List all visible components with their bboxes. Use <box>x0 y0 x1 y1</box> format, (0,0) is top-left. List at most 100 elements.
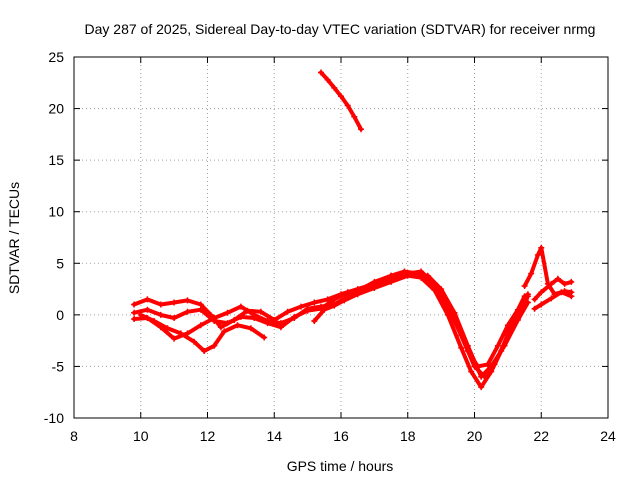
data-point <box>404 272 411 279</box>
data-point <box>171 335 178 342</box>
data-point <box>171 299 178 306</box>
x-tick-label: 14 <box>266 428 282 444</box>
data-point <box>224 309 231 316</box>
data-point <box>548 295 555 302</box>
data-point <box>424 272 431 279</box>
data-point <box>311 299 318 306</box>
y-tick-label: 10 <box>48 204 64 220</box>
data-point <box>418 274 425 281</box>
y-tick-label: -10 <box>44 410 64 426</box>
data-point <box>508 322 515 329</box>
data-point <box>558 289 565 296</box>
data-point <box>568 278 575 285</box>
data-point <box>201 348 208 354</box>
series-track-h <box>531 275 575 303</box>
data-point <box>131 316 138 322</box>
series-line <box>138 312 267 353</box>
y-tick-labels: -10 -5 0 5 10 15 20 25 <box>44 49 64 426</box>
data-point <box>131 301 138 308</box>
x-tick-label: 8 <box>70 428 78 444</box>
data-point <box>318 303 324 310</box>
data-point <box>438 286 445 293</box>
y-axis-label: SDTVAR / TECUs <box>6 182 22 294</box>
data-point <box>371 285 378 291</box>
data-series <box>131 69 575 391</box>
data-point <box>217 324 224 331</box>
data-point <box>518 303 525 310</box>
data-point <box>494 342 501 349</box>
data-point <box>531 296 538 303</box>
data-point <box>331 84 338 91</box>
data-point <box>224 320 231 327</box>
series-track-b <box>131 268 531 380</box>
y-tick-label: -5 <box>52 358 65 374</box>
data-point <box>291 315 298 321</box>
data-point <box>197 322 204 329</box>
data-point <box>197 301 204 308</box>
data-point <box>157 311 164 318</box>
data-point <box>184 308 191 315</box>
data-point <box>131 309 138 316</box>
data-point <box>354 291 361 298</box>
data-point <box>298 303 304 310</box>
data-point <box>528 270 535 277</box>
chart-title: Day 287 of 2025, Sidereal Day-to-day VTE… <box>85 21 596 37</box>
data-point <box>284 308 291 315</box>
data-point <box>524 291 531 298</box>
data-point <box>311 318 318 324</box>
data-point <box>234 322 241 329</box>
data-point <box>358 126 364 133</box>
data-point <box>554 275 561 282</box>
data-point <box>524 299 531 306</box>
data-point <box>521 283 528 289</box>
data-point <box>318 69 324 76</box>
data-point <box>488 368 495 375</box>
y-tick-label: 15 <box>48 152 64 168</box>
y-tick-label: 25 <box>48 49 64 65</box>
data-point <box>261 334 268 341</box>
x-tick-label: 10 <box>133 428 149 444</box>
data-point <box>144 306 151 313</box>
data-point <box>444 311 451 318</box>
data-point <box>137 311 144 318</box>
series-track-d <box>137 311 268 354</box>
data-point <box>331 296 338 303</box>
data-point <box>304 305 311 312</box>
data-point <box>264 318 271 324</box>
data-point <box>468 368 475 375</box>
x-tick-labels: 8 10 12 14 16 18 20 22 24 <box>70 428 616 444</box>
axis-ticks <box>73 56 609 419</box>
series-track-e <box>311 272 531 391</box>
data-point <box>321 306 328 313</box>
data-point <box>478 384 485 391</box>
data-point <box>498 348 505 354</box>
data-point <box>144 296 151 303</box>
grid-lines <box>74 57 608 418</box>
data-point <box>211 342 218 349</box>
series-line <box>132 269 527 369</box>
data-point <box>324 76 331 83</box>
data-point <box>538 289 545 296</box>
data-point <box>338 93 344 100</box>
y-tick-label: 20 <box>48 101 64 117</box>
data-point <box>277 320 284 327</box>
data-point <box>191 338 198 345</box>
data-point <box>221 328 228 335</box>
data-point <box>548 280 555 287</box>
data-point <box>531 305 538 312</box>
series-line <box>132 271 530 379</box>
x-tick-label: 18 <box>400 428 416 444</box>
data-point <box>431 287 438 294</box>
series-track-c <box>131 270 531 380</box>
data-point <box>464 342 471 349</box>
data-point <box>247 325 254 332</box>
data-point <box>451 309 458 316</box>
data-point <box>237 303 244 310</box>
data-point <box>197 306 204 313</box>
y-tick-label: 5 <box>56 255 64 271</box>
x-tick-label: 12 <box>200 428 216 444</box>
data-point <box>458 344 465 351</box>
data-point <box>177 330 184 337</box>
data-point <box>484 361 491 368</box>
